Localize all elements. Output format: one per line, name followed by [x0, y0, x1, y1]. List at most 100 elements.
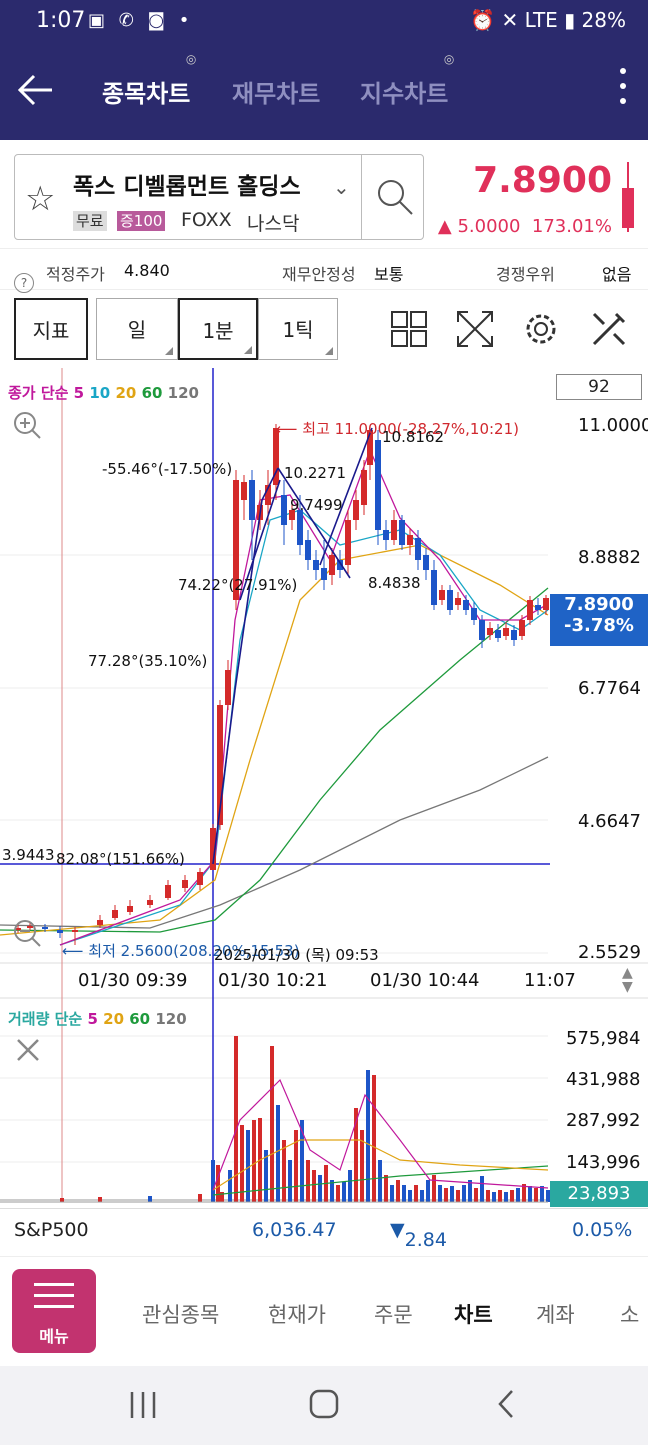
indicator-button[interactable]: 지표: [14, 298, 88, 360]
volume-bar: [474, 1188, 478, 1202]
grid-layout-icon[interactable]: [390, 310, 428, 348]
stock-selector[interactable]: ☆ 폭스 디벨롭먼트 홀딩스 ⌄ 무료 증100 FOXX 나스닥: [14, 154, 424, 240]
volume-bar: [534, 1188, 538, 1202]
moving-average-line: [0, 587, 549, 933]
volume-bar: [216, 1165, 220, 1202]
volume-bar: [366, 1070, 370, 1202]
current-price: 7.8900: [473, 160, 612, 201]
candle-body: [345, 520, 351, 565]
candle-body: [415, 538, 421, 560]
volume-bar: [318, 1175, 322, 1202]
trend-line: [277, 467, 351, 579]
volume-bar: [450, 1186, 454, 1202]
close-icon[interactable]: [14, 1036, 42, 1064]
volume-bar: [282, 1140, 286, 1202]
star-icon[interactable]: ☆: [25, 179, 56, 219]
angle-annotation: -55.46°(-17.50%): [102, 460, 233, 478]
price-annotation: 10.2271: [284, 464, 347, 482]
angle-annotation: 74.22°(27.91%): [178, 576, 298, 594]
status-bar: 1:07 ▣ ✆ ◙ • ⏰ ✕ LTE ▮ 28%: [0, 0, 648, 44]
search-icon[interactable]: [375, 177, 415, 217]
volume-bar: [426, 1180, 430, 1202]
period-count-box[interactable]: 92: [556, 374, 642, 400]
moving-average-line: [0, 756, 549, 929]
nav-order[interactable]: 주문: [374, 1303, 413, 1327]
volume-tick-label: 143,996: [566, 1152, 641, 1173]
index-value: 6,036.47: [252, 1219, 337, 1241]
candle-body: [455, 598, 461, 605]
gear-icon[interactable]: [522, 310, 560, 348]
volume-bar: [516, 1188, 520, 1202]
x-tick-label: 11:07: [524, 970, 576, 991]
volume-bar: [468, 1180, 472, 1202]
y-tick-label: 2.5529: [578, 942, 641, 963]
index-ticker-row[interactable]: S&P500 6,036.47 ▼ 2.84 0.05%: [0, 1208, 648, 1253]
more-options-icon[interactable]: [620, 68, 628, 112]
trend-line: [234, 499, 263, 691]
candle-body: [313, 560, 319, 570]
candle-body: [305, 540, 311, 560]
period-1tick-button[interactable]: 1틱: [258, 298, 338, 360]
candle-body: [399, 520, 405, 545]
x-tick-label: 01/30 10:21: [218, 970, 328, 991]
volume-tick-label: 575,984: [566, 1028, 641, 1049]
candle-body: [463, 600, 469, 610]
status-right: ⏰ ✕ LTE ▮ 28%: [470, 8, 626, 32]
nav-chart[interactable]: 차트: [454, 1303, 493, 1327]
candle-body: [519, 620, 525, 636]
volume-bar: [408, 1190, 412, 1202]
battery-label: 28%: [581, 8, 626, 32]
price-chart[interactable]: [0, 368, 648, 1208]
period-1min-button[interactable]: 1분: [178, 298, 258, 360]
volume-bar: [60, 1198, 64, 1202]
scroll-updown-icon[interactable]: ▲ ▼: [622, 965, 633, 995]
volume-bar: [360, 1130, 364, 1202]
volume-bar: [270, 1046, 274, 1202]
nav-watchlist[interactable]: 관심종목: [142, 1303, 220, 1327]
chart-canvas[interactable]: [0, 368, 648, 1208]
moving-average-line: [0, 544, 549, 936]
recent-apps-icon[interactable]: [128, 1390, 158, 1420]
stock-name: 폭스 디벨롭먼트 홀딩스: [73, 174, 301, 200]
mini-candle-icon: [622, 162, 634, 232]
tools-icon[interactable]: [590, 310, 628, 348]
chevron-down-icon[interactable]: ⌄: [333, 175, 350, 199]
x-tick-label: 01/30 09:39: [78, 970, 188, 991]
volume-bar: [384, 1175, 388, 1202]
menu-button[interactable]: 메뉴: [12, 1269, 96, 1353]
volume-legend[interactable]: 거래량 단순 5 20 60 120: [8, 1010, 187, 1028]
tab-index-chart[interactable]: 지수차트 ◎: [360, 52, 455, 108]
volume-bar: [148, 1196, 152, 1202]
candle-body: [439, 590, 445, 600]
candle-body: [535, 605, 541, 610]
volume-bar: [480, 1176, 484, 1202]
volume-bar: [432, 1175, 436, 1202]
zoom-out-icon[interactable]: [12, 918, 42, 950]
tab-financial-chart[interactable]: 재무차트: [232, 80, 321, 108]
candle-body: [42, 927, 48, 929]
back-arrow-icon[interactable]: [16, 70, 56, 110]
home-icon[interactable]: [308, 1388, 340, 1420]
volume-bar: [522, 1184, 526, 1202]
candle-body: [147, 900, 153, 905]
price-legend[interactable]: 종가 단순 5 10 20 60 120: [8, 384, 199, 402]
fullscreen-icon[interactable]: [456, 310, 494, 348]
nav-current-price[interactable]: 현재가: [268, 1303, 326, 1327]
info-row: ? 적정주가 4.840 재무안정성 보통 경쟁우위 없음: [0, 248, 648, 293]
nav-more[interactable]: 소: [620, 1303, 640, 1327]
volume-last-badge: 23,893: [550, 1181, 648, 1207]
candle-body: [367, 430, 373, 465]
candle-body: [527, 600, 533, 620]
volume-bar: [288, 1160, 292, 1202]
candle-body: [233, 480, 239, 600]
volume-ma-line: [212, 1139, 549, 1191]
volume-bar: [276, 1105, 280, 1202]
back-icon[interactable]: [492, 1388, 522, 1420]
period-day-button[interactable]: 일: [96, 298, 178, 360]
trend-line: [212, 689, 236, 865]
zoom-in-icon[interactable]: [12, 410, 42, 442]
nav-account[interactable]: 계좌: [536, 1303, 575, 1327]
trend-line: [239, 479, 281, 601]
tab-stock-chart[interactable]: 종목차트 ◎: [102, 52, 197, 108]
y-tick-label: 8.8882: [578, 547, 641, 568]
